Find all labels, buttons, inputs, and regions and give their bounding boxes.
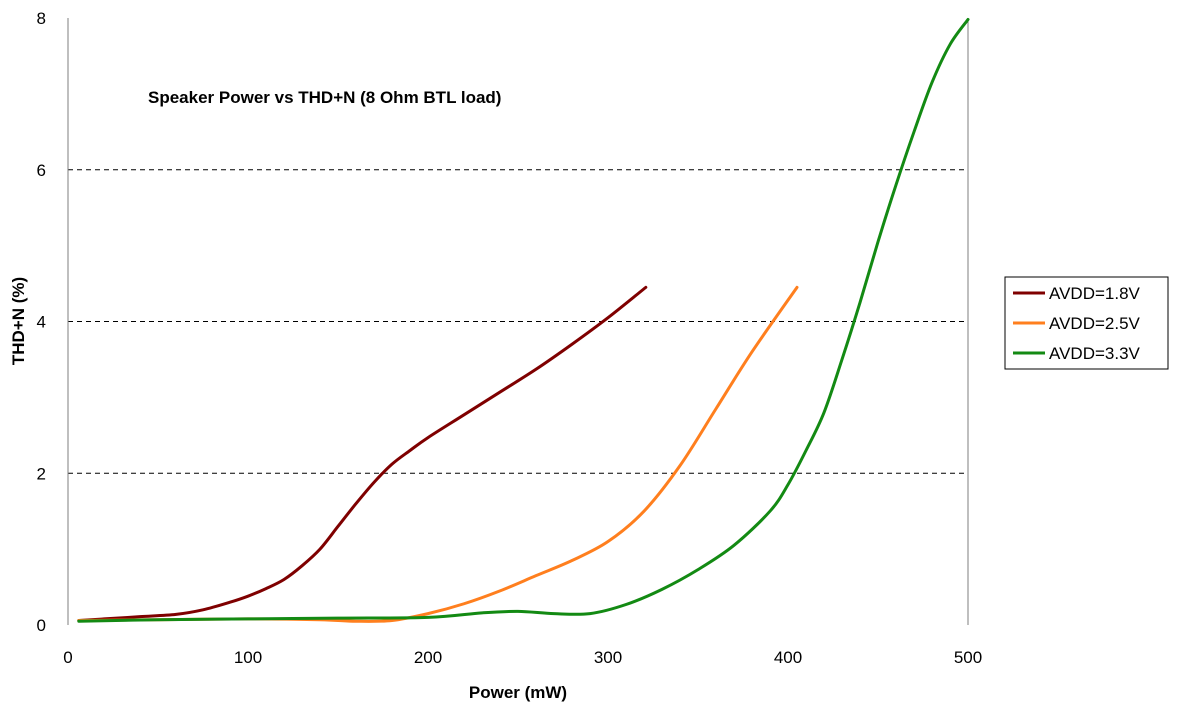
tick-labels: 0 2 4 6 8 0 100 200 300 400 500 bbox=[37, 9, 983, 667]
axes bbox=[67, 18, 969, 625]
x-tick-label: 200 bbox=[414, 648, 442, 667]
legend-label: AVDD=1.8V bbox=[1049, 284, 1141, 303]
legend: AVDD=1.8V AVDD=2.5V AVDD=3.3V bbox=[1004, 276, 1169, 370]
y-tick-label: 4 bbox=[37, 313, 46, 332]
x-axis-title: Power (mW) bbox=[469, 683, 567, 702]
y-tick-label: 8 bbox=[37, 9, 46, 28]
gridlines bbox=[68, 169, 968, 474]
legend-label: AVDD=3.3V bbox=[1049, 344, 1141, 363]
x-tick-label: 0 bbox=[63, 648, 72, 667]
series-line-1 bbox=[77, 285, 648, 622]
series-line-3 bbox=[77, 18, 970, 623]
y-tick-label: 2 bbox=[37, 464, 46, 483]
x-tick-label: 500 bbox=[954, 648, 982, 667]
legend-label: AVDD=2.5V bbox=[1049, 314, 1141, 333]
y-tick-label: 6 bbox=[37, 161, 46, 180]
y-axis-title: THD+N (%) bbox=[9, 277, 28, 365]
x-tick-label: 400 bbox=[774, 648, 802, 667]
y-tick-label: 0 bbox=[37, 616, 46, 635]
chart-title: Speaker Power vs THD+N (8 Ohm BTL load) bbox=[148, 88, 501, 107]
x-tick-label: 100 bbox=[234, 648, 262, 667]
x-tick-label: 300 bbox=[594, 648, 622, 667]
series-lines bbox=[77, 18, 970, 623]
